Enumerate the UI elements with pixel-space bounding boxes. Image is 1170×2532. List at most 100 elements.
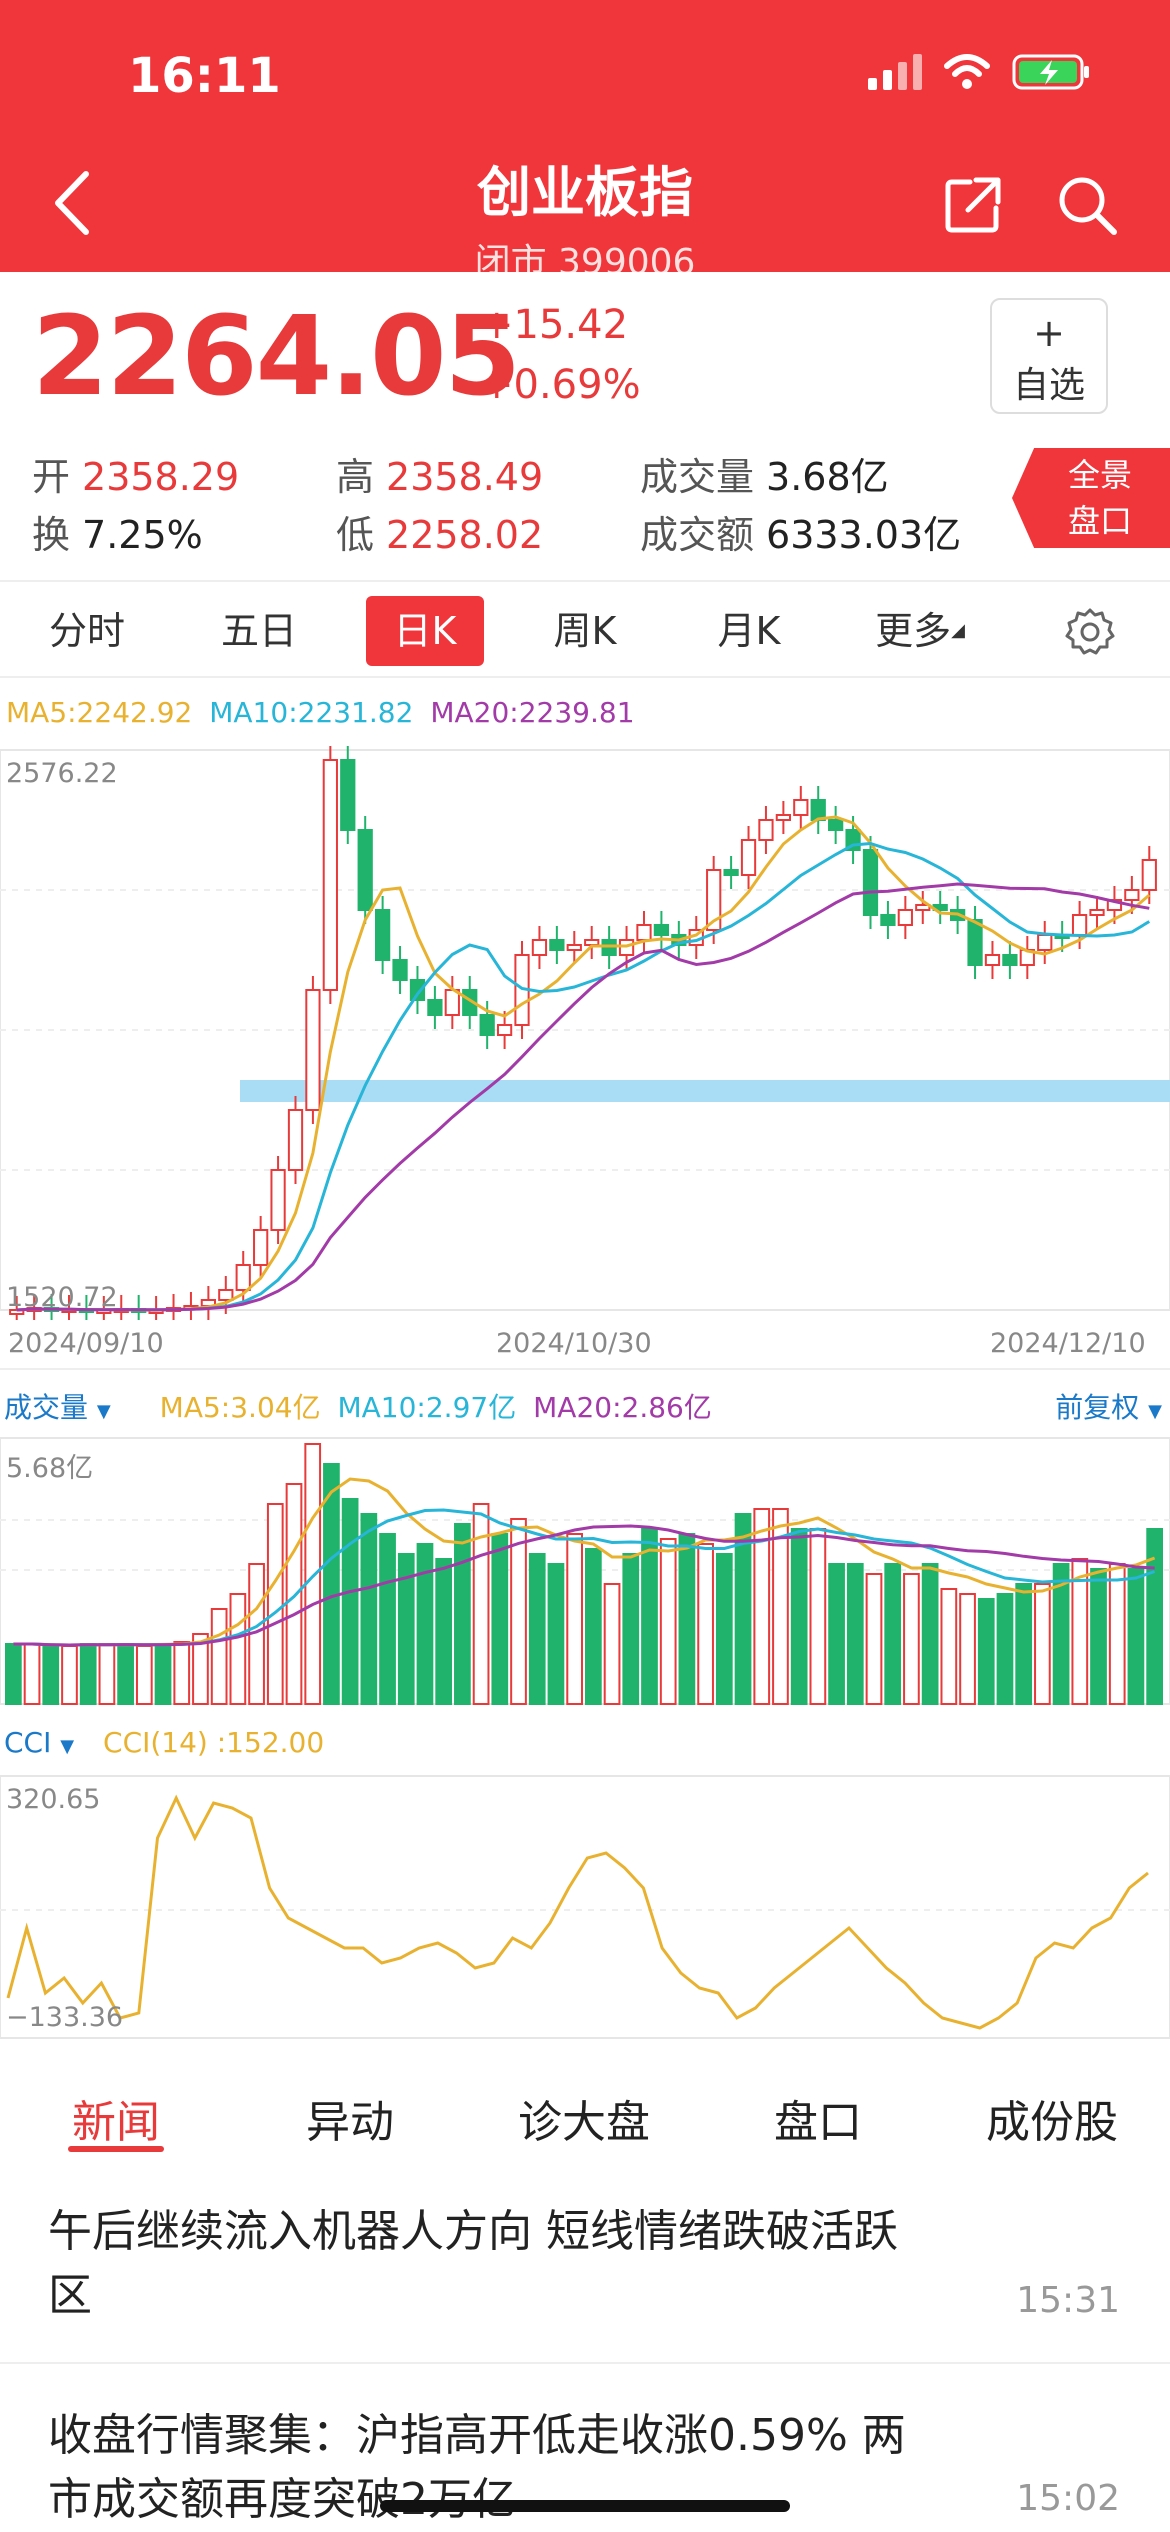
price-change-percent: +0.69% bbox=[480, 362, 641, 408]
cci-line bbox=[6, 1794, 1149, 2030]
volume-bar bbox=[1052, 1563, 1070, 1705]
volume-bar bbox=[360, 1513, 378, 1705]
divider bbox=[0, 676, 1170, 678]
tab-weekly-k[interactable]: 周K bbox=[553, 609, 617, 653]
home-indicator bbox=[380, 2500, 790, 2512]
stat-turnover: 换 7.25% bbox=[32, 513, 203, 557]
cci-indicator-select[interactable]: CCI ▼ bbox=[4, 1726, 75, 1759]
candle bbox=[444, 989, 460, 1016]
volume-bar bbox=[510, 1518, 527, 1705]
cci-chart[interactable] bbox=[0, 1770, 1170, 2042]
cci-legend: CCI ▼ CCI(14) :152.00 bbox=[4, 1726, 324, 1759]
stat-volume: 成交量 3.68亿 bbox=[640, 455, 889, 499]
share-icon[interactable] bbox=[940, 172, 1006, 238]
volume-legend: 成交量 ▼ MA5:3.04亿 MA10:2.97亿 MA20:2.86亿 bbox=[4, 1386, 712, 1426]
add-to-watchlist-button[interactable]: + 自选 bbox=[990, 298, 1108, 414]
candle bbox=[967, 919, 983, 966]
news-item[interactable]: 午后继续流入机器人方向 短线情绪跌破活跃区 bbox=[48, 2206, 898, 2321]
volume-indicator-select[interactable]: 成交量 ▼ bbox=[4, 1391, 111, 1424]
volume-bar bbox=[977, 1598, 995, 1705]
stat-high: 高 2358.49 bbox=[336, 455, 544, 499]
candle bbox=[636, 924, 652, 941]
tab-constituents[interactable]: 成份股 bbox=[986, 2097, 1118, 2148]
tab-monthly-k[interactable]: 月K bbox=[717, 609, 781, 653]
volume-bar bbox=[416, 1543, 434, 1705]
tab-five-day[interactable]: 五日 bbox=[220, 609, 297, 653]
volume-bar bbox=[959, 1593, 976, 1705]
tab-more[interactable]: 更多◢ bbox=[875, 609, 965, 653]
volume-bar bbox=[117, 1643, 134, 1705]
legend-ma10: MA10:2231.82 bbox=[209, 696, 414, 729]
cellular-signal-icon bbox=[868, 54, 922, 90]
volume-bar bbox=[1015, 1583, 1033, 1705]
tab-intraday[interactable]: 分时 bbox=[48, 609, 125, 653]
candle bbox=[479, 1014, 495, 1036]
ma5-line bbox=[16, 815, 1151, 1312]
date-start-label: 2024/09/10 bbox=[8, 1328, 164, 1359]
ma10-line bbox=[16, 841, 1151, 1312]
volume-bar bbox=[98, 1643, 116, 1705]
volume-bar bbox=[379, 1533, 396, 1705]
candle bbox=[1071, 914, 1088, 936]
volume-bar bbox=[23, 1643, 41, 1705]
volume-bar bbox=[1071, 1558, 1089, 1705]
volume-bar bbox=[641, 1528, 658, 1705]
candle bbox=[758, 819, 774, 841]
cci-value: CCI(14) :152.00 bbox=[103, 1726, 325, 1759]
volume-bar bbox=[1108, 1563, 1126, 1705]
volume-bar bbox=[790, 1528, 808, 1705]
candle bbox=[828, 819, 844, 831]
tab-movement[interactable]: 异动 bbox=[306, 2097, 394, 2148]
tab-news[interactable]: 新闻 bbox=[72, 2097, 160, 2148]
volume-bar bbox=[585, 1548, 602, 1705]
vol-ma20-line bbox=[13, 1524, 1155, 1647]
candle bbox=[862, 849, 879, 916]
volume-chart[interactable] bbox=[0, 1430, 1170, 1706]
tab-orderbook[interactable]: 盘口 bbox=[774, 2097, 862, 2148]
volume-bar bbox=[921, 1563, 939, 1705]
stat-amount: 成交额 6333.03亿 bbox=[640, 513, 962, 557]
candle bbox=[897, 909, 913, 926]
volume-bar bbox=[135, 1645, 153, 1705]
volume-bar bbox=[734, 1513, 752, 1705]
volume-bar bbox=[566, 1533, 584, 1705]
candlestick-chart[interactable] bbox=[0, 740, 1170, 1320]
volume-bar bbox=[678, 1533, 696, 1705]
candle bbox=[218, 1289, 234, 1301]
volume-bar bbox=[61, 1645, 78, 1705]
candle bbox=[1037, 934, 1053, 951]
settings-gear-icon[interactable] bbox=[1064, 606, 1116, 658]
divider bbox=[0, 1368, 1170, 1370]
watchlist-label: 自选 bbox=[1012, 365, 1085, 406]
kline-frame bbox=[0, 749, 1170, 1311]
tab-daily-k[interactable]: 日K bbox=[366, 596, 484, 666]
back-icon[interactable] bbox=[44, 168, 104, 238]
battery-charging-icon bbox=[1012, 54, 1089, 90]
date-mid-label: 2024/10/30 bbox=[496, 1328, 652, 1359]
last-price: 2264.05 bbox=[32, 292, 521, 420]
volume-bar bbox=[491, 1533, 509, 1705]
legend-vol-ma10: MA10:2.97亿 bbox=[337, 1391, 517, 1424]
search-icon[interactable] bbox=[1054, 172, 1120, 238]
legend-vol-ma5: MA5:3.04亿 bbox=[159, 1391, 321, 1424]
candle bbox=[566, 944, 582, 951]
candle bbox=[584, 939, 600, 946]
candle bbox=[793, 799, 809, 816]
volume-bar bbox=[996, 1593, 1014, 1705]
news-item[interactable]: 收盘行情聚集：沪指高开低走收涨0.59% 两市成交额再度突破2万亿 bbox=[48, 2410, 906, 2525]
divider bbox=[0, 2362, 1170, 2364]
panorama-button[interactable]: 全景 盘口 bbox=[1012, 448, 1170, 548]
tab-diagnosis[interactable]: 诊大盘 bbox=[518, 2097, 650, 2148]
news-tabs: 新闻 异动 诊大盘 盘口 成份股 bbox=[0, 2064, 1170, 2174]
candle bbox=[270, 1169, 286, 1231]
volume-bar bbox=[304, 1443, 322, 1705]
cci-ymin-label: −133.36 bbox=[6, 2002, 124, 2033]
adjust-select[interactable]: 前复权 ▼ bbox=[1055, 1391, 1162, 1424]
volume-bar bbox=[454, 1523, 471, 1705]
candle bbox=[531, 939, 548, 956]
candle bbox=[1089, 909, 1105, 916]
stat-low: 低 2258.02 bbox=[336, 513, 544, 557]
page-title: 创业板指 bbox=[477, 161, 693, 224]
kline-ymin-label: 1520.72 bbox=[6, 1282, 118, 1313]
candle bbox=[740, 839, 757, 876]
